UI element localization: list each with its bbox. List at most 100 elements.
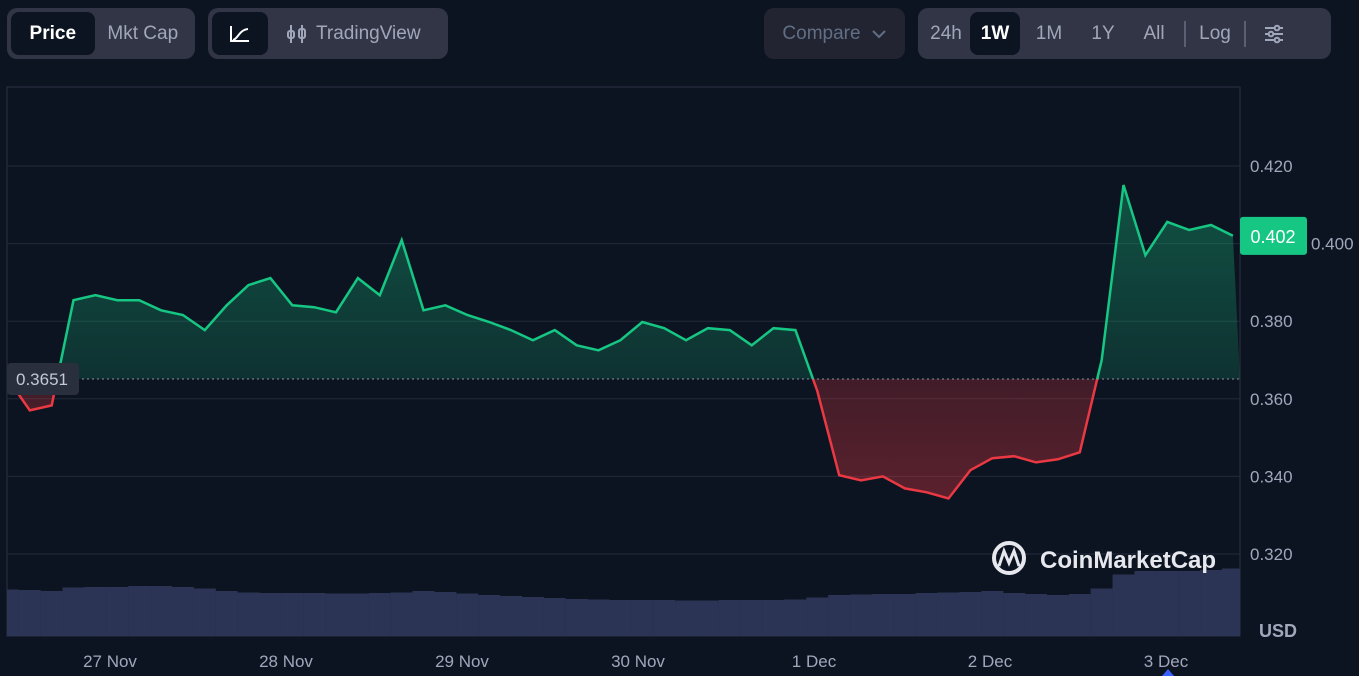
area-above-baseline bbox=[7, 185, 1240, 380]
volume-bar bbox=[303, 593, 326, 636]
volume-bar bbox=[806, 597, 829, 636]
volume-bar bbox=[871, 594, 894, 636]
volume-bar bbox=[259, 593, 282, 636]
volume-bar bbox=[696, 600, 719, 636]
x-tick-label: 30 Nov bbox=[611, 652, 665, 671]
divider bbox=[1244, 20, 1246, 47]
volume-bar bbox=[1156, 571, 1179, 636]
y-tick-label: 0.420 bbox=[1250, 157, 1293, 176]
volume-bar bbox=[84, 587, 107, 636]
volume-bar bbox=[434, 592, 457, 636]
log-toggle[interactable]: Log bbox=[1199, 22, 1231, 44]
volume-bar bbox=[412, 591, 435, 636]
volume-bar bbox=[609, 600, 632, 636]
x-tick-label: 1 Dec bbox=[792, 652, 837, 671]
volume-bar bbox=[150, 586, 173, 636]
volume-bar bbox=[740, 600, 763, 636]
volume-bar bbox=[784, 599, 807, 636]
volume-bar bbox=[7, 589, 19, 636]
current-price-box bbox=[1240, 216, 1307, 255]
volume-bar bbox=[106, 587, 129, 636]
volume-bar bbox=[893, 594, 916, 636]
volume-bar bbox=[1090, 588, 1113, 636]
volume-bar bbox=[850, 594, 873, 636]
volume-bar bbox=[18, 590, 41, 636]
volume-bar bbox=[959, 592, 982, 636]
volume-bar bbox=[237, 592, 260, 636]
volume-bar bbox=[500, 596, 523, 636]
y-tick-label: 0.340 bbox=[1250, 467, 1293, 486]
logo-icon bbox=[992, 541, 1026, 575]
tab-price[interactable]: Price bbox=[11, 12, 95, 55]
x-tick-label: 27 Nov bbox=[83, 652, 137, 671]
current-price-label: 0.402 bbox=[1250, 227, 1295, 247]
baseline-label: 0.3651 bbox=[16, 370, 68, 389]
volume-bar bbox=[1068, 594, 1091, 636]
volume-bar bbox=[587, 599, 610, 636]
range-1y[interactable]: 1Y bbox=[1091, 22, 1115, 44]
volume-bar bbox=[828, 595, 851, 636]
price-line-down bbox=[7, 379, 1099, 500]
range-1m[interactable]: 1M bbox=[1035, 22, 1063, 44]
y-tick-label: 0.360 bbox=[1250, 390, 1293, 409]
volume-bar bbox=[762, 600, 785, 636]
chevron-down-icon bbox=[871, 29, 886, 38]
volume-bar bbox=[1112, 574, 1135, 636]
volume-bar bbox=[390, 592, 413, 636]
price-line-up bbox=[7, 184, 1234, 380]
volume-bar bbox=[565, 599, 588, 636]
area-below-baseline bbox=[7, 379, 1240, 499]
range-1w[interactable]: 1W bbox=[970, 12, 1020, 55]
compare-label: Compare bbox=[782, 22, 861, 44]
current-time-marker bbox=[1162, 669, 1174, 676]
volume-bar bbox=[718, 600, 741, 636]
volume-bar bbox=[937, 592, 960, 636]
x-tick-label: 3 Dec bbox=[1144, 652, 1189, 671]
range-all[interactable]: All bbox=[1143, 22, 1165, 44]
x-tick-label: 29 Nov bbox=[435, 652, 489, 671]
volume-bar bbox=[1003, 593, 1026, 636]
line-chart-icon bbox=[230, 25, 249, 42]
volume-bar bbox=[281, 593, 304, 636]
currency-label: USD bbox=[1259, 621, 1297, 641]
x-tick-label: 28 Nov bbox=[259, 652, 313, 671]
sliders-icon bbox=[1265, 24, 1283, 43]
range-tabs: 24h 1W 1M 1Y All Log bbox=[918, 8, 1331, 59]
line-chart-button[interactable] bbox=[212, 12, 268, 55]
tradingview-button[interactable]: TradingView bbox=[268, 12, 427, 55]
range-24h[interactable]: 24h bbox=[930, 22, 962, 44]
volume-bar bbox=[346, 593, 369, 636]
volume-bar bbox=[193, 588, 216, 636]
volume-bar bbox=[215, 591, 238, 636]
chart-type-tabs: Price Mkt Cap bbox=[7, 8, 195, 59]
chart-style-tabs: TradingView bbox=[208, 8, 448, 59]
x-tick-label: 2 Dec bbox=[968, 652, 1013, 671]
volume-bar bbox=[62, 587, 85, 636]
volume-bar bbox=[171, 587, 194, 636]
volume-bar bbox=[1134, 571, 1157, 636]
volume-bar bbox=[128, 586, 151, 636]
volume-bar bbox=[543, 598, 566, 636]
volume-bar bbox=[456, 593, 479, 636]
settings-button[interactable] bbox=[1250, 12, 1298, 55]
volume-bar bbox=[1221, 568, 1240, 636]
divider bbox=[1184, 20, 1186, 47]
compare-dropdown[interactable]: Compare bbox=[764, 8, 905, 59]
tradingview-label: TradingView bbox=[316, 22, 421, 44]
volume-bar bbox=[675, 600, 698, 636]
volume-bar bbox=[981, 591, 1004, 636]
y-tick-label: 0.400 bbox=[1311, 235, 1354, 254]
volume-bar bbox=[1200, 570, 1223, 636]
volume-bar bbox=[478, 595, 501, 636]
tab-mkt-cap[interactable]: Mkt Cap bbox=[107, 22, 179, 44]
volume-bar bbox=[1178, 571, 1201, 636]
volume-bar bbox=[1025, 594, 1048, 636]
candlestick-icon bbox=[287, 24, 306, 43]
baseline-label-box bbox=[7, 363, 79, 396]
volume-bar bbox=[1046, 595, 1069, 636]
volume-bar bbox=[915, 593, 938, 636]
y-tick-label: 0.380 bbox=[1250, 312, 1293, 331]
watermark-text: CoinMarketCap bbox=[1040, 547, 1216, 574]
volume-bar bbox=[653, 600, 676, 636]
